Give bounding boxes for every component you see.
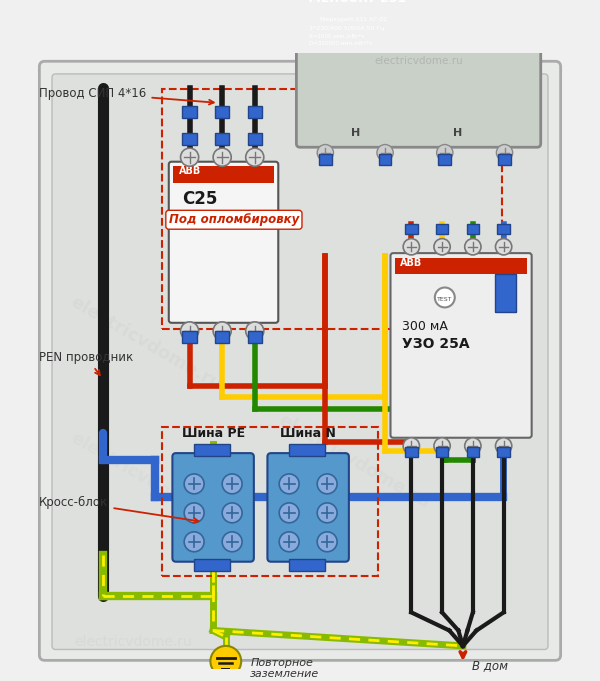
Bar	[182, 133, 197, 144]
Circle shape	[317, 474, 337, 494]
Circle shape	[437, 144, 453, 161]
Text: Под опломбировку: Под опломбировку	[169, 213, 299, 226]
Circle shape	[496, 438, 512, 454]
FancyBboxPatch shape	[169, 161, 278, 323]
Circle shape	[317, 532, 337, 552]
FancyBboxPatch shape	[296, 0, 541, 147]
Bar	[182, 106, 197, 118]
FancyBboxPatch shape	[268, 453, 349, 562]
Text: Меркурий 231 АГ-01: Меркурий 231 АГ-01	[320, 17, 387, 22]
Circle shape	[403, 438, 419, 454]
Bar	[248, 133, 262, 144]
FancyBboxPatch shape	[391, 253, 532, 438]
Circle shape	[434, 438, 450, 454]
Bar	[436, 447, 448, 457]
Bar	[379, 155, 391, 165]
Circle shape	[222, 532, 242, 552]
Circle shape	[181, 322, 199, 340]
Bar	[163, 89, 502, 329]
Circle shape	[213, 322, 231, 340]
Circle shape	[279, 532, 299, 552]
Text: 300 мА: 300 мА	[402, 320, 448, 333]
Circle shape	[307, 14, 316, 23]
Text: H: H	[453, 129, 462, 138]
Circle shape	[279, 474, 299, 494]
Bar	[395, 257, 527, 274]
Circle shape	[246, 322, 264, 340]
Circle shape	[377, 144, 393, 161]
Text: MERCURY 231: MERCURY 231	[309, 0, 407, 5]
Bar	[215, 133, 229, 144]
Bar	[248, 331, 262, 343]
Circle shape	[317, 503, 337, 523]
Text: D=320000 имп./кВт*ч: D=320000 имп./кВт*ч	[309, 41, 372, 46]
Circle shape	[403, 238, 419, 255]
Bar	[497, 224, 510, 234]
Circle shape	[211, 646, 241, 677]
Circle shape	[434, 238, 450, 255]
Text: TEST: TEST	[437, 297, 452, 302]
Text: В дом: В дом	[472, 659, 508, 672]
Bar	[494, 274, 516, 312]
Bar	[215, 106, 229, 118]
Circle shape	[496, 144, 512, 161]
Text: PEN проводник: PEN проводник	[40, 351, 134, 375]
Bar	[163, 427, 378, 576]
Text: electricvdome.ru: electricvdome.ru	[74, 635, 191, 649]
Bar	[248, 106, 262, 118]
Bar	[467, 447, 479, 457]
Circle shape	[317, 144, 334, 161]
Text: H: H	[352, 129, 361, 138]
Bar	[405, 447, 418, 457]
Bar	[497, 447, 510, 457]
Circle shape	[222, 503, 242, 523]
Circle shape	[222, 474, 242, 494]
Circle shape	[279, 503, 299, 523]
Bar	[215, 331, 229, 343]
Circle shape	[465, 438, 481, 454]
Circle shape	[184, 474, 204, 494]
Bar	[436, 224, 448, 234]
Text: ABB: ABB	[400, 258, 423, 268]
Bar	[319, 155, 332, 165]
Text: Кросс-блок: Кросс-блок	[40, 496, 199, 523]
Bar	[289, 559, 325, 571]
Text: electricvdome.ru: electricvdome.ru	[374, 56, 463, 66]
FancyBboxPatch shape	[40, 61, 560, 661]
Bar	[467, 224, 479, 234]
Bar	[194, 444, 230, 456]
Text: 3*230/400 5(60)А 50 Гц: 3*230/400 5(60)А 50 Гц	[309, 26, 384, 31]
Text: electricvdome.ru: electricvdome.ru	[275, 411, 433, 512]
FancyBboxPatch shape	[172, 453, 254, 562]
Bar	[182, 331, 197, 343]
Circle shape	[184, 532, 204, 552]
Text: А=1000 имп./кВт*ч: А=1000 имп./кВт*ч	[309, 34, 364, 39]
Text: Повторное
заземление: Повторное заземление	[250, 658, 319, 679]
Circle shape	[496, 238, 512, 255]
Bar	[428, 0, 528, 51]
Circle shape	[465, 238, 481, 255]
Text: Провод СИП 4*16: Провод СИП 4*16	[40, 86, 214, 104]
Bar	[173, 166, 274, 183]
Circle shape	[213, 148, 231, 166]
Bar	[405, 224, 418, 234]
Circle shape	[435, 287, 455, 307]
Bar	[289, 444, 325, 456]
Text: С25: С25	[182, 190, 218, 208]
Bar	[439, 155, 451, 165]
FancyBboxPatch shape	[52, 74, 548, 650]
Text: electricvdome.ru: electricvdome.ru	[67, 428, 225, 530]
Bar	[305, 0, 424, 48]
Text: ABB: ABB	[179, 166, 201, 176]
Text: electricvdome.ru: electricvdome.ru	[67, 293, 225, 394]
Text: УЗО 25А: УЗО 25А	[402, 337, 470, 351]
Circle shape	[184, 503, 204, 523]
Circle shape	[246, 148, 264, 166]
Circle shape	[181, 148, 199, 166]
Bar	[498, 155, 511, 165]
Text: Шина PE: Шина PE	[182, 427, 245, 440]
Text: Шина N: Шина N	[280, 427, 336, 440]
Bar	[194, 559, 230, 571]
